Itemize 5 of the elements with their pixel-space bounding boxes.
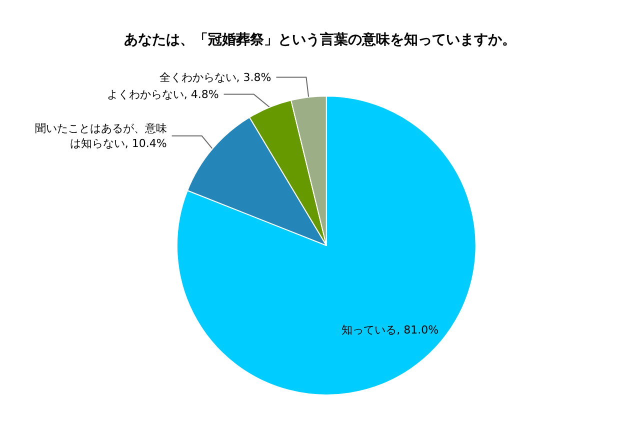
slice-label: 聞いたことはあるが、意味は知らない, 10.4% bbox=[34, 122, 167, 150]
slice-label: よくわからない, 4.8% bbox=[106, 88, 219, 101]
slice-label: 知っている, 81.0% bbox=[342, 323, 439, 336]
chart-title: あなたは、「冠婚葬祭」という言葉の意味を知っていますか。 bbox=[124, 31, 516, 48]
slice-label: 全くわからない, 3.8% bbox=[159, 70, 272, 84]
